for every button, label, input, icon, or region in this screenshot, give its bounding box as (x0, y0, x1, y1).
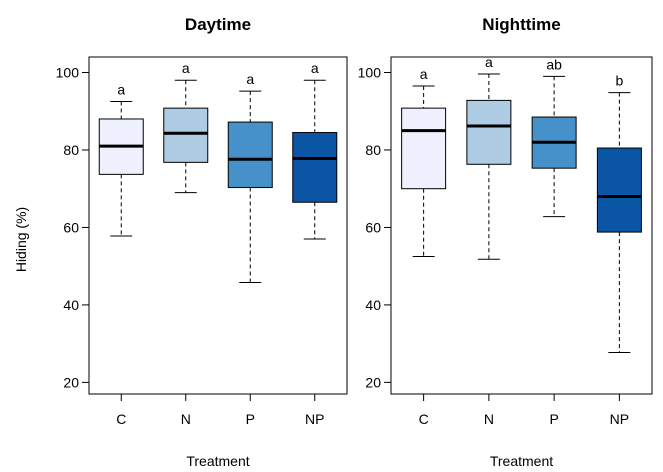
x-tick-label: N (181, 411, 191, 427)
significance-letter: b (615, 73, 623, 89)
y-tick-label: 80 (63, 142, 79, 158)
y-axis-label: Hiding (%) (13, 207, 29, 272)
significance-letter: a (420, 66, 428, 82)
panel-title: Daytime (185, 15, 251, 34)
y-tick-label: 100 (56, 64, 80, 80)
plot-frame (390, 56, 653, 395)
y-tick-label: 80 (365, 142, 381, 158)
x-tick-label: P (246, 411, 255, 427)
y-tick-label: 40 (63, 297, 79, 313)
box (292, 132, 338, 203)
y-tick-label: 20 (63, 374, 79, 390)
x-axis-label: Treatment (186, 453, 249, 469)
y-tick-label: 60 (365, 219, 381, 235)
panel-daytime: Daytime Hiding (%) Treatment 20 40 60 80 100… (13, 15, 348, 469)
box (401, 107, 447, 190)
x-tick-label: N (484, 411, 494, 427)
x-tick-label: NP (610, 411, 629, 427)
y-tick-label: 20 (365, 374, 381, 390)
x-tick-label: C (116, 411, 126, 427)
significance-letter: a (117, 82, 125, 98)
y-tick-label: 100 (358, 64, 382, 80)
panel-title: Nighttime (482, 15, 560, 34)
x-axis-label: Treatment (490, 453, 553, 469)
x-tick-label: P (549, 411, 558, 427)
significance-letter: a (485, 54, 493, 70)
y-tick-label: 60 (63, 219, 79, 235)
significance-letter: a (182, 60, 190, 76)
plot-frame (88, 56, 348, 395)
x-tick-label: NP (305, 411, 324, 427)
box (227, 121, 273, 189)
significance-letter: a (311, 60, 319, 76)
box (466, 99, 512, 165)
box (163, 107, 209, 163)
box (596, 147, 642, 233)
x-tick-label: C (419, 411, 429, 427)
y-tick-label: 40 (365, 297, 381, 313)
significance-letter: a (246, 71, 254, 87)
significance-letter: ab (546, 56, 562, 72)
